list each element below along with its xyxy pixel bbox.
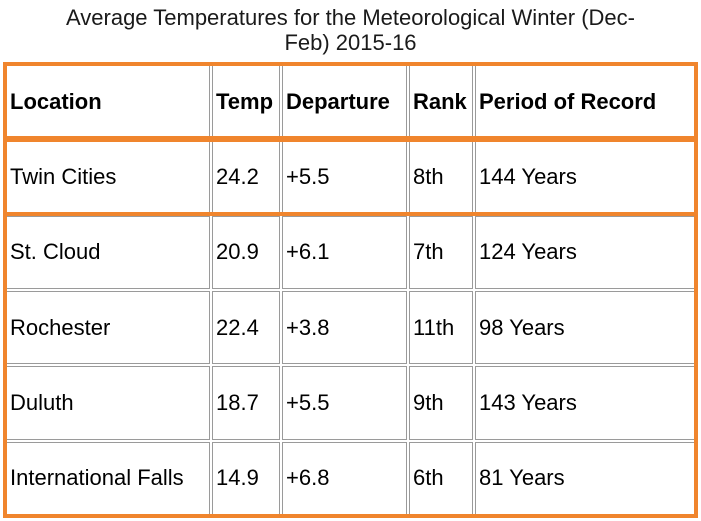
- table-caption: Average Temperatures for the Meteorologi…: [0, 5, 701, 55]
- cell-temp: 20.9: [212, 215, 280, 289]
- table-row: Rochester 22.4 +3.8 11th 98 Years: [6, 290, 695, 365]
- cell-rank: 9th: [409, 366, 473, 440]
- header-departure: Departure: [282, 65, 407, 139]
- cell-location: Duluth: [6, 366, 210, 440]
- cell-rank: 7th: [409, 215, 473, 289]
- caption-line-2: Feb) 2015-16: [284, 30, 417, 55]
- cell-departure: +6.8: [282, 441, 407, 515]
- table-highlight-frame: [3, 62, 698, 518]
- table-row: International Falls 14.9 +6.8 6th 81 Yea…: [6, 441, 695, 515]
- table-row: St. Cloud 20.9 +6.1 7th 124 Years: [6, 215, 695, 289]
- cell-rank: 6th: [409, 441, 473, 515]
- cell-departure: +6.1: [282, 215, 407, 289]
- cell-departure: +5.5: [282, 366, 407, 440]
- cell-rank: 11th: [409, 290, 473, 365]
- cell-departure: +3.8: [282, 290, 407, 365]
- cell-temp: 22.4: [212, 290, 280, 365]
- caption-line-1: Average Temperatures for the Meteorologi…: [66, 5, 635, 30]
- cell-temp: 18.7: [212, 366, 280, 440]
- table-row: Duluth 18.7 +5.5 9th 143 Years: [6, 366, 695, 440]
- cell-location: St. Cloud: [6, 215, 210, 289]
